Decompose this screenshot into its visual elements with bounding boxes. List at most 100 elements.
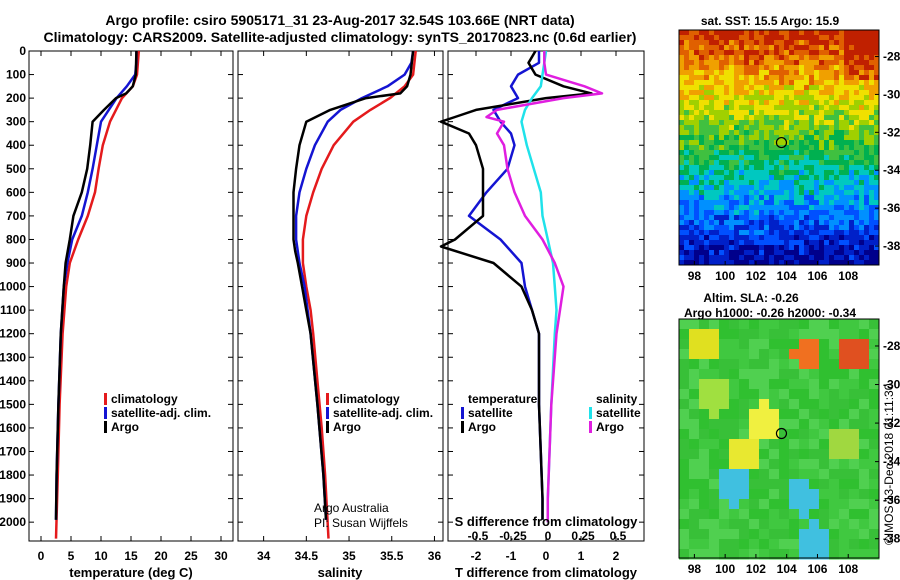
map-cell — [719, 399, 730, 410]
map-cell — [739, 80, 745, 86]
map-cell — [829, 459, 840, 470]
map-cell — [739, 165, 745, 171]
map-cell — [864, 35, 870, 41]
series-line-salinity-satellite — [520, 50, 558, 523]
map-cell — [804, 95, 810, 101]
map-cell — [739, 70, 745, 76]
map-cell — [809, 329, 820, 340]
map-cell — [864, 240, 870, 246]
map-cell — [834, 185, 840, 191]
map-cell — [804, 70, 810, 76]
map-cell — [759, 210, 765, 216]
map-cell — [814, 35, 820, 41]
map-cell — [759, 549, 770, 560]
map-cell — [869, 260, 875, 266]
map-cell — [874, 100, 880, 106]
map-cell — [829, 100, 835, 106]
map-cell — [719, 519, 730, 530]
map-cell — [699, 459, 710, 470]
map-cell — [689, 105, 695, 111]
map-cell — [829, 80, 835, 86]
map-cell — [854, 225, 860, 231]
map-cell — [764, 170, 770, 176]
map-cell — [834, 115, 840, 121]
map-cell — [729, 170, 735, 176]
map-cell — [829, 155, 835, 161]
map-cell — [739, 125, 745, 131]
map-cell — [759, 489, 770, 500]
map-cell — [684, 245, 690, 251]
map-cell — [719, 225, 725, 231]
map-cell — [754, 170, 760, 176]
map-cell — [709, 499, 720, 510]
map-cell — [749, 155, 755, 161]
map-cell — [764, 235, 770, 241]
map-cell — [709, 195, 715, 201]
map-cell — [799, 220, 805, 226]
map-cell — [739, 499, 750, 510]
map-cell — [694, 30, 700, 36]
map-cell — [839, 70, 845, 76]
map-cell — [799, 105, 805, 111]
map-cell — [709, 260, 715, 266]
map-cell — [764, 30, 770, 36]
map-cell — [784, 60, 790, 66]
map-cell — [809, 140, 815, 146]
map-cell — [849, 255, 855, 261]
map-cell — [734, 165, 740, 171]
map-cell — [799, 75, 805, 81]
map-cell — [799, 419, 810, 430]
map-cell — [859, 389, 870, 400]
map-cell — [684, 30, 690, 36]
map-cell — [809, 489, 820, 500]
map-cell — [769, 110, 775, 116]
map-cell — [774, 80, 780, 86]
map-cell — [764, 35, 770, 41]
map-cell — [729, 449, 740, 460]
y-tick-label: 1400 — [0, 374, 26, 388]
map-cell — [749, 165, 755, 171]
map-cell — [704, 185, 710, 191]
map-cell — [779, 459, 790, 470]
map-cell — [869, 509, 880, 520]
map-cell — [829, 70, 835, 76]
map-cell — [824, 235, 830, 241]
map-cell — [819, 519, 830, 530]
map-cell — [714, 95, 720, 101]
map-cell — [749, 429, 760, 440]
map-cell — [784, 115, 790, 121]
map-cell — [759, 195, 765, 201]
map-cell — [764, 110, 770, 116]
map-cell — [844, 90, 850, 96]
map-cell — [704, 95, 710, 101]
map-cell — [689, 215, 695, 221]
map-cell — [789, 65, 795, 71]
map-cell — [819, 439, 830, 450]
map-cell — [759, 369, 770, 380]
series-line-temperature-argo — [439, 50, 593, 520]
map-cell — [729, 45, 735, 51]
map-cell — [719, 70, 725, 76]
map-cell — [704, 235, 710, 241]
map-cell — [744, 155, 750, 161]
map-cell — [869, 205, 875, 211]
map-cell — [789, 95, 795, 101]
map-cell — [729, 319, 740, 330]
map-cell — [829, 55, 835, 61]
map-cell — [694, 95, 700, 101]
map-cell — [709, 339, 720, 350]
map-cell — [824, 180, 830, 186]
map-cell — [869, 145, 875, 151]
map-cell — [684, 85, 690, 91]
map-cell — [849, 499, 860, 510]
map-cell — [844, 210, 850, 216]
map-cell — [694, 85, 700, 91]
map-cell — [799, 195, 805, 201]
map-cell — [719, 40, 725, 46]
map-cell — [799, 230, 805, 236]
map-cell — [699, 319, 710, 330]
map-cell — [814, 120, 820, 126]
map-cell — [679, 419, 690, 430]
map-cell — [874, 60, 880, 66]
map-cell — [709, 75, 715, 81]
